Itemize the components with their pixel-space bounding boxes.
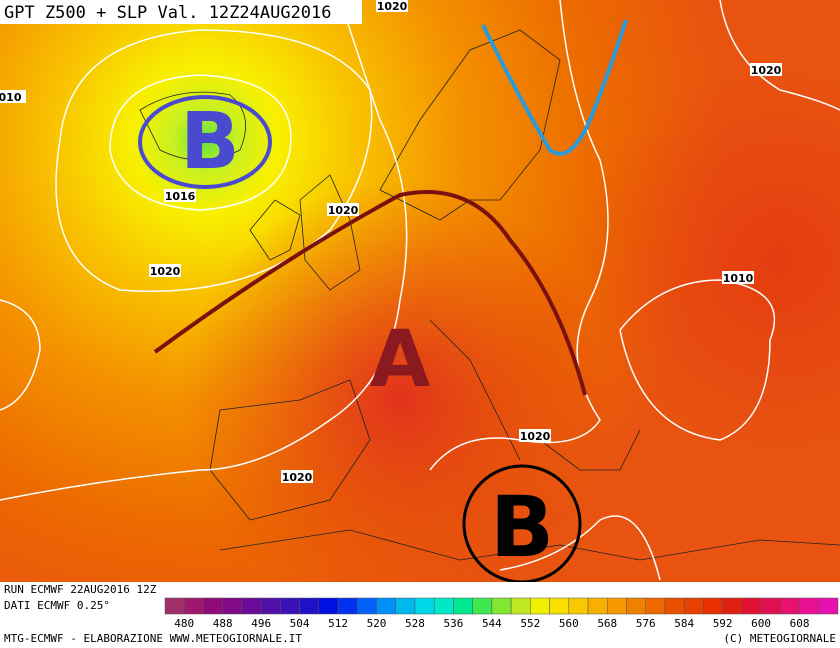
legend-swatch (626, 597, 646, 615)
legend-swatch (299, 597, 320, 615)
legend-swatch (741, 597, 762, 615)
low-circle (138, 95, 272, 189)
legend-swatch (222, 597, 243, 615)
legend-swatch (203, 597, 223, 615)
title-box (0, 0, 362, 24)
legend-swatch (568, 597, 589, 615)
isobar-label: 1016 (165, 190, 196, 203)
isobar-label-bg (149, 264, 181, 277)
isobar-label-bg (327, 203, 359, 216)
legend-swatch (760, 597, 781, 615)
legend-label: 544 (482, 617, 502, 630)
legend-label: 512 (328, 617, 348, 630)
legend-swatch (472, 597, 493, 615)
legend-label: 584 (674, 617, 694, 630)
legend-swatch (799, 597, 820, 615)
legend-label: 520 (367, 617, 387, 630)
map-title: GPT Z500 + SLP Val. 12Z24AUG2016 (4, 3, 332, 23)
color-legend: 480 488 496 504 512 520 528 536 544 552 560 568 576 5… (164, 597, 839, 630)
legend-swatch (280, 597, 300, 615)
legend-label: 560 (559, 617, 579, 630)
isobar-label: 1010 (723, 272, 754, 285)
isobar-label-bg (376, 0, 408, 12)
map: B A B 1020010102010161020102010101020102… (0, 0, 840, 584)
legend-label: 488 (213, 617, 233, 630)
pressure-center: B (180, 97, 239, 187)
legend-swatch (818, 597, 839, 615)
legend-swatch (357, 597, 377, 615)
data-source: DATI ECMWF 0.25° (4, 599, 110, 612)
legend-label: 480 (174, 617, 194, 630)
legend-swatch (433, 597, 454, 615)
isobar-label: 1020 (282, 471, 313, 484)
legend-swatch (549, 597, 570, 615)
isobar-label-bg (0, 90, 26, 103)
legend-swatch (260, 597, 281, 615)
legend-label: 600 (751, 617, 771, 630)
legend-swatch (703, 597, 723, 615)
isobar-label: 1020 (150, 265, 181, 278)
isobar-label: 1020 (751, 64, 782, 77)
legend-swatch (395, 597, 416, 615)
legend-label: 576 (636, 617, 656, 630)
pressure-center: B (490, 478, 554, 576)
legend-label: 536 (443, 617, 463, 630)
legend-label: 496 (251, 617, 271, 630)
legend-swatch (318, 597, 339, 615)
legend-swatch (530, 597, 550, 615)
isobar-label: 1020 (328, 204, 359, 217)
legend-label: 504 (290, 617, 310, 630)
legend-label: 552 (520, 617, 540, 630)
legend-label: 592 (713, 617, 733, 630)
isobar-label-bg (722, 271, 754, 284)
legend-label: 568 (597, 617, 617, 630)
legend-swatch (607, 597, 627, 615)
run-info: RUN ECMWF 22AUG2016 12Z (4, 583, 157, 596)
legend-label: 528 (405, 617, 425, 630)
copyright: (C) METEOGIORNALE (723, 632, 836, 645)
ridge-axis (153, 190, 587, 396)
legend-swatch (587, 597, 608, 615)
credit: MTG-ECMWF - ELABORAZIONE WWW.METEOGIORNA… (4, 632, 302, 645)
legend-swatch (664, 597, 685, 615)
coastlines (139, 29, 840, 561)
legend-swatch (376, 597, 396, 615)
footer (0, 582, 840, 648)
legend-swatch (241, 597, 262, 615)
legend-swatch (183, 597, 204, 615)
isobar-label: 010 (0, 91, 22, 104)
legend-swatch (337, 597, 358, 615)
legend-swatch (491, 597, 512, 615)
isobar-label-bg (750, 63, 782, 76)
legend-swatch (722, 597, 743, 615)
pressure-center: A (370, 315, 430, 405)
legend-swatch (780, 597, 800, 615)
legend-swatch (645, 597, 666, 615)
isobar-labels: 1020 010 1020 1016 1020 1020 1010 1020 1020 (0, 0, 782, 484)
legend-swatch (414, 597, 435, 615)
legend-label: 608 (790, 617, 810, 630)
isobar-label-bg (519, 429, 551, 442)
isobar-label-bg (164, 189, 196, 202)
trough-axis (481, 19, 628, 156)
isobars (0, 0, 840, 580)
legend-swatch (164, 597, 185, 615)
isobar-label: 1020 (520, 430, 551, 443)
legend-swatch (510, 597, 531, 615)
isobar-label-bg (281, 470, 313, 483)
isobar-label: 1020 (377, 0, 408, 13)
legend-swatch (453, 597, 473, 615)
legend-swatch (683, 597, 704, 615)
